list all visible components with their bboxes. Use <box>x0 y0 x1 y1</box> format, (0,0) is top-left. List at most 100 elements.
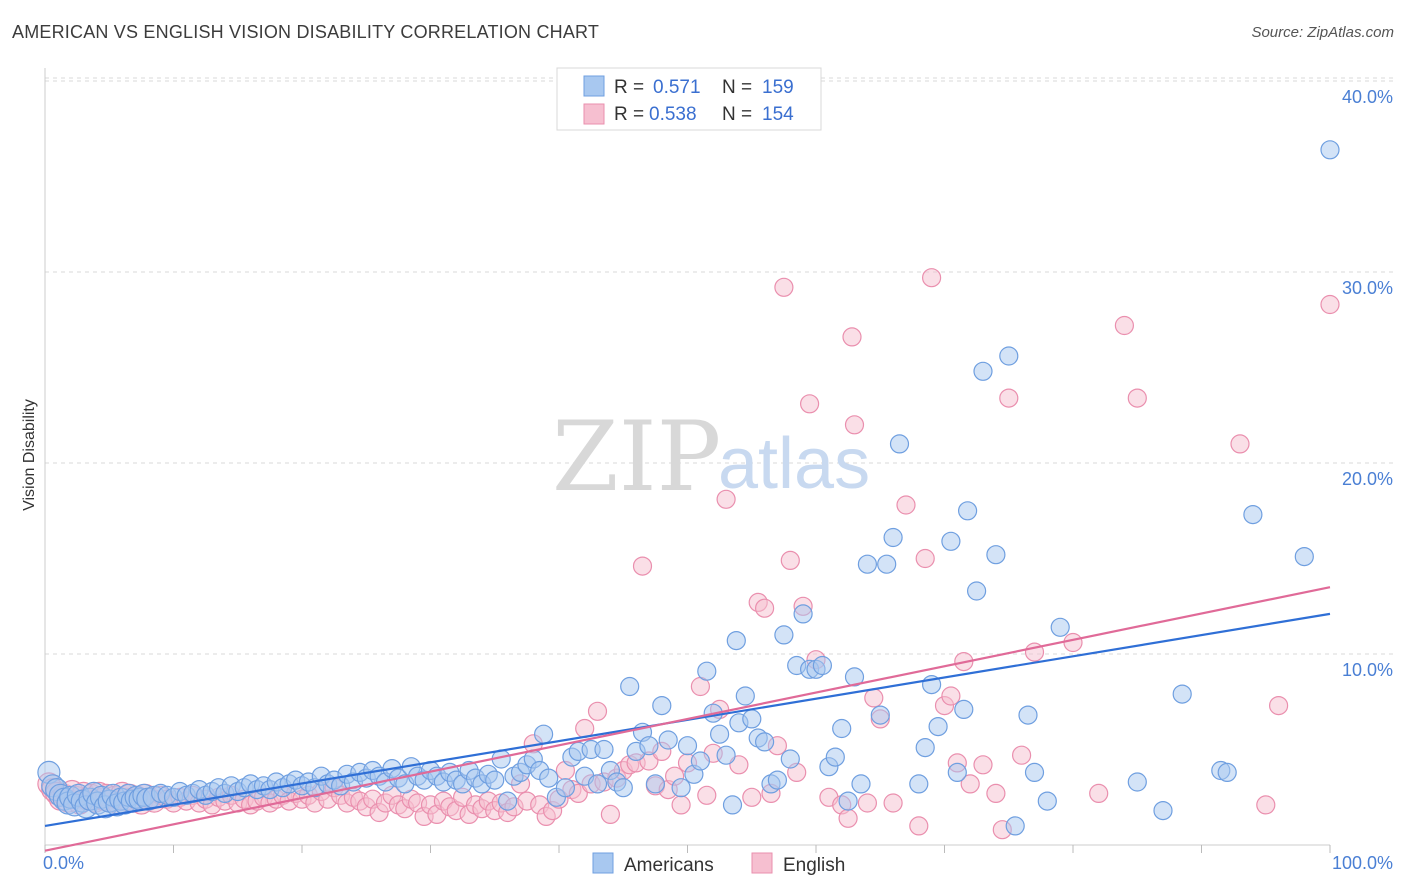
bottom-legend-swatch-english <box>751 852 773 874</box>
english-point <box>960 774 980 794</box>
english-point <box>842 327 862 347</box>
americans-point <box>999 346 1019 366</box>
y-tick-label-30: 30.0% <box>1342 278 1393 298</box>
english-point <box>1011 745 1032 765</box>
english-point <box>1268 695 1289 716</box>
americans-point <box>645 774 666 794</box>
legend-swatch-americans <box>583 75 605 97</box>
bottom-legend-americans: Americans <box>624 855 714 876</box>
americans-point <box>767 770 788 790</box>
americans-point <box>928 716 948 737</box>
americans-point <box>1243 504 1263 525</box>
americans-point <box>812 655 833 676</box>
y-tick-label-40: 40.0% <box>1342 87 1393 107</box>
english-point <box>716 489 736 509</box>
english-point <box>1063 632 1083 653</box>
americans-point <box>957 501 978 521</box>
legend-n-value: 154 <box>762 104 794 125</box>
watermark: ZIP atlas <box>552 401 870 513</box>
english-point <box>697 785 717 805</box>
english-point <box>896 495 916 515</box>
americans-point <box>1005 816 1025 836</box>
english-point <box>915 548 935 569</box>
english-point <box>780 550 800 571</box>
english-point <box>844 415 865 435</box>
english-point <box>909 816 929 836</box>
americans-point <box>851 774 871 794</box>
english-point <box>838 808 858 828</box>
americans-point <box>587 774 608 794</box>
americans-point <box>671 778 691 798</box>
english-point <box>1256 795 1276 815</box>
english-point <box>941 686 961 706</box>
english-point <box>754 598 775 618</box>
americans-point <box>966 581 987 601</box>
americans-point <box>639 736 659 756</box>
english-point <box>921 268 942 288</box>
english-point <box>1114 315 1135 336</box>
americans-point <box>594 739 614 760</box>
americans-point <box>1217 762 1237 783</box>
legend-r-value: 0.571 <box>653 77 701 98</box>
americans-point <box>870 705 890 725</box>
legend-n-label: N = <box>722 104 752 125</box>
americans-point <box>986 545 1006 565</box>
americans-point <box>555 778 576 798</box>
legend-r-label: R = <box>614 104 644 125</box>
americans-point <box>735 686 755 706</box>
legend-swatch-english <box>583 103 605 125</box>
americans-point <box>690 751 711 771</box>
y-axis-label: Vision Disability <box>21 399 38 511</box>
americans-point <box>716 745 736 765</box>
americans-point <box>973 361 993 381</box>
watermark-atlas: atlas <box>718 424 870 504</box>
americans-point <box>793 604 813 624</box>
english-point <box>774 277 794 297</box>
americans-point <box>915 737 935 758</box>
americans-point <box>1018 705 1038 725</box>
english-point <box>587 701 608 721</box>
americans-point <box>909 774 929 794</box>
americans-point <box>726 630 746 651</box>
english-point <box>883 793 903 813</box>
english-point <box>1089 783 1109 804</box>
americans-point <box>658 730 678 750</box>
americans-point <box>883 527 903 548</box>
americans-point <box>832 718 852 739</box>
americans-point <box>954 699 974 720</box>
americans-point <box>613 778 633 798</box>
english-trend-line <box>44 586 1331 852</box>
english-point <box>864 688 884 708</box>
english-point <box>1230 434 1250 454</box>
chart-title: AMERICAN VS ENGLISH VISION DISABILITY CO… <box>12 22 600 42</box>
americans-point <box>539 768 559 788</box>
americans-point <box>1024 762 1045 783</box>
americans-point <box>889 434 910 454</box>
americans-point <box>754 732 775 752</box>
english-point <box>857 793 878 813</box>
americans-point <box>857 554 878 574</box>
americans-point <box>825 747 845 767</box>
legend: R = 0.571 N = 159 R = 0.538 N = 154 <box>556 67 822 131</box>
legend-r-value: 0.538 <box>649 104 697 125</box>
axes <box>44 68 1331 853</box>
watermark-zip: ZIP <box>552 401 721 513</box>
y-tick-labels: 10.0% 20.0% 30.0% 40.0% <box>1342 87 1393 680</box>
americans-point <box>709 724 730 744</box>
english-point <box>999 388 1019 408</box>
americans-point <box>774 625 794 645</box>
americans-point <box>498 791 518 811</box>
americans-point <box>722 795 743 815</box>
americans-point <box>877 554 897 574</box>
legend-r-label: R = <box>614 77 644 98</box>
americans-point <box>1037 791 1057 811</box>
chart-source: Source: ZipAtlas.com <box>1251 24 1394 41</box>
americans-point <box>947 762 967 783</box>
americans-point <box>780 749 800 769</box>
legend-n-value: 159 <box>762 77 794 98</box>
americans-point <box>838 791 858 811</box>
americans-point <box>1320 140 1340 160</box>
english-point <box>1127 388 1147 408</box>
trend-lines <box>44 586 1331 852</box>
